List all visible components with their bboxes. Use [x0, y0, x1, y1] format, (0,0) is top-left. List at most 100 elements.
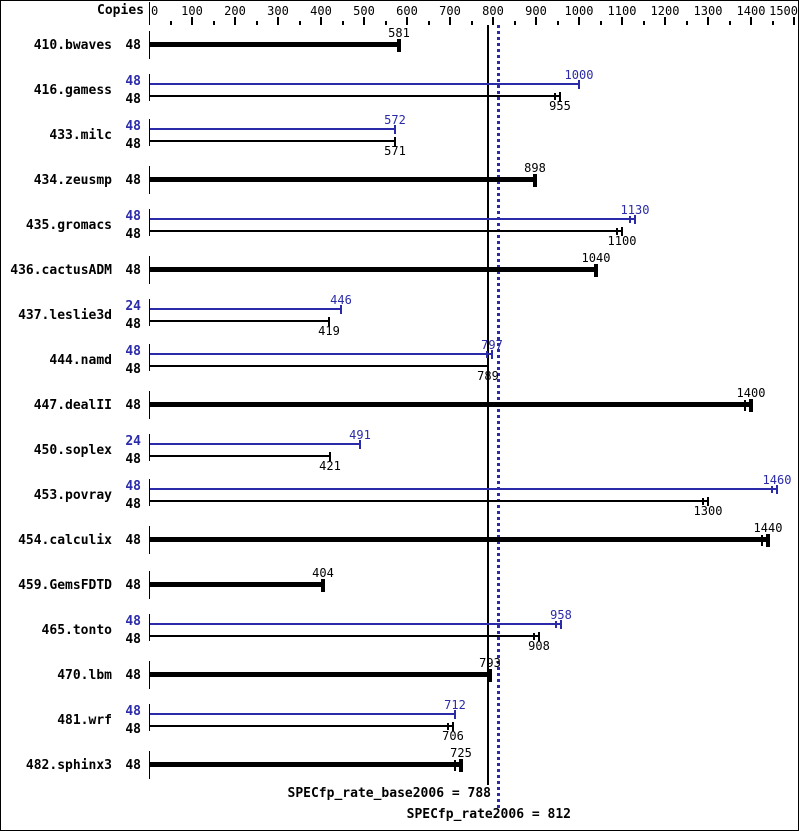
- bar-end-tick: [560, 620, 562, 629]
- result-bar: [150, 635, 540, 637]
- bar-end-tick: [488, 669, 492, 682]
- copies-count: 48: [125, 362, 141, 377]
- bar-end-tick: [459, 759, 463, 772]
- copies-count: 48: [125, 92, 141, 107]
- bar-end-tick: [452, 722, 454, 731]
- result-bar: [150, 537, 769, 542]
- bar-spread-tick: [629, 216, 631, 223]
- peak-summary-label: SPECfp_rate2006 = 812: [406, 807, 571, 822]
- bar-end-tick: [321, 579, 325, 592]
- bar-spread-tick: [616, 228, 618, 235]
- bar-spread-tick: [447, 723, 449, 730]
- axis-minor-tick: [170, 21, 172, 25]
- bar-value-label: 1460: [762, 473, 792, 487]
- bar-value-label: 571: [384, 144, 406, 158]
- axis-major-tick: [234, 17, 236, 25]
- bar-value-label: 1040: [581, 251, 611, 265]
- bar-value-label: 793: [479, 656, 501, 670]
- axis-tick-label: 100: [181, 4, 203, 18]
- result-bar: [150, 762, 461, 767]
- axis-minor-tick: [772, 21, 774, 25]
- copies-count: 48: [125, 38, 141, 53]
- bar-value-label: 572: [384, 113, 406, 127]
- row-axis-bracket: [149, 74, 150, 101]
- bar-end-tick: [328, 317, 330, 326]
- bar-value-label: 581: [388, 26, 410, 40]
- bar-value-label: 1300: [693, 504, 723, 518]
- bar-value-label: 712: [444, 698, 466, 712]
- result-bar: [150, 83, 579, 85]
- axis-minor-tick: [686, 21, 688, 25]
- result-bar: [150, 582, 323, 587]
- bar-end-tick: [776, 485, 778, 494]
- axis-tick-label: 400: [310, 4, 332, 18]
- bar-value-label: 419: [318, 324, 340, 338]
- bar-spread-tick: [761, 535, 763, 546]
- result-bar: [150, 177, 536, 182]
- axis-minor-tick: [428, 21, 430, 25]
- result-bar: [150, 140, 395, 142]
- bar-value-label: 421: [319, 459, 341, 473]
- axis-tick-label: 1200: [650, 4, 680, 18]
- copies-count: 48: [125, 398, 141, 413]
- copies-count: 48: [125, 497, 141, 512]
- copies-count: 48: [125, 263, 141, 278]
- row-axis-bracket: [149, 391, 150, 419]
- result-bar: [150, 500, 708, 502]
- bar-end-tick: [394, 125, 396, 134]
- axis-major-tick: [277, 17, 279, 25]
- axis-major-tick: [707, 17, 709, 25]
- result-bar: [150, 443, 361, 445]
- copies-count: 48: [125, 578, 141, 593]
- benchmark-label: 453.povray: [33, 488, 112, 503]
- bar-end-tick: [487, 362, 489, 371]
- benchmark-label: 465.tonto: [41, 623, 112, 638]
- result-bar: [150, 320, 330, 322]
- bar-value-label: 404: [312, 566, 334, 580]
- benchmark-label: 416.gamess: [33, 83, 112, 98]
- bar-end-tick: [340, 305, 342, 314]
- bar-end-tick: [491, 350, 493, 359]
- result-bar: [150, 365, 489, 367]
- copies-count: 48: [125, 344, 141, 359]
- axis-tick-label: 600: [396, 4, 418, 18]
- copies-count: 48: [125, 173, 141, 188]
- axis-tick-label: 800: [482, 4, 504, 18]
- benchmark-label: 410.bwaves: [33, 38, 112, 53]
- copies-count: 48: [125, 479, 141, 494]
- axis-origin-line: [149, 2, 150, 25]
- result-bar: [150, 128, 395, 130]
- axis-minor-tick: [342, 21, 344, 25]
- bar-end-tick: [621, 227, 623, 236]
- bar-spread-tick: [554, 93, 556, 100]
- axis-major-tick: [664, 17, 666, 25]
- copies-count: 48: [125, 704, 141, 719]
- result-bar: [150, 218, 635, 220]
- result-bar: [150, 672, 490, 677]
- peak-result-refline: [497, 25, 500, 808]
- bar-value-label: 725: [450, 746, 472, 760]
- bar-spread-tick: [486, 351, 488, 358]
- copies-count: 48: [125, 317, 141, 332]
- axis-minor-tick: [600, 21, 602, 25]
- axis-major-tick: [320, 17, 322, 25]
- result-bar: [150, 353, 492, 355]
- axis-tick-label: 1400: [736, 4, 766, 18]
- bar-end-tick: [749, 399, 753, 412]
- bar-value-label: 1400: [736, 386, 766, 400]
- benchmark-label: 481.wrf: [57, 713, 112, 728]
- row-axis-bracket: [149, 344, 150, 371]
- bar-value-label: 1440: [753, 521, 783, 535]
- copies-count: 48: [125, 722, 141, 737]
- copies-column-header: Copies: [97, 3, 144, 18]
- bar-spread-tick: [555, 621, 557, 628]
- result-bar: [150, 42, 399, 47]
- benchmark-label: 454.calculix: [18, 533, 112, 548]
- benchmark-label: 435.gromacs: [25, 218, 112, 233]
- bar-end-tick: [329, 452, 331, 461]
- bar-end-tick: [397, 39, 401, 52]
- bar-value-label: 955: [549, 99, 571, 113]
- benchmark-label: 470.lbm: [57, 668, 112, 683]
- axis-major-tick: [578, 17, 580, 25]
